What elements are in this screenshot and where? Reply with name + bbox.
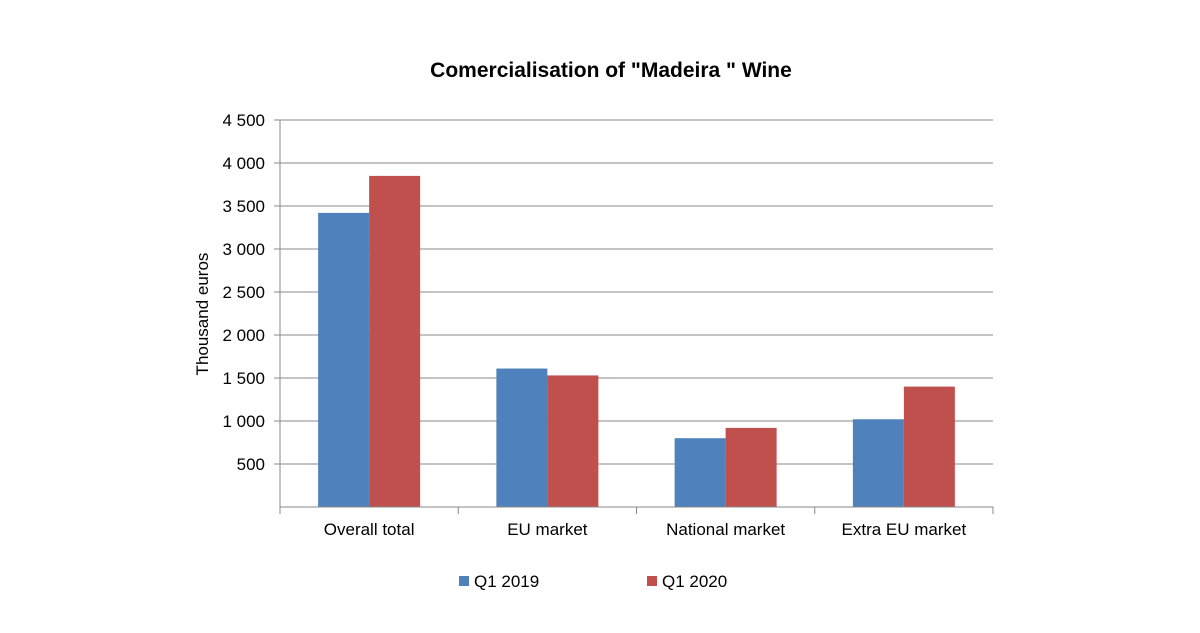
y-tick-label: 1 000 — [222, 412, 265, 431]
x-tick-label: Overall total — [324, 520, 415, 539]
y-tick-label: 2 000 — [222, 326, 265, 345]
legend-swatch — [647, 576, 657, 586]
x-tick-labels: Overall total EU market National market Ext… — [324, 520, 967, 539]
y-tick-label: 4 000 — [222, 154, 265, 173]
bar-q1-2019 — [496, 368, 548, 507]
y-tick-label: 3 500 — [222, 197, 265, 216]
bar-q1-2020 — [547, 375, 599, 507]
y-tick-label: 3 000 — [222, 240, 265, 259]
y-tick-label: 500 — [237, 455, 265, 474]
bar-q1-2019 — [852, 419, 904, 507]
legend-swatch — [459, 576, 469, 586]
x-tick-label: EU market — [507, 520, 588, 539]
bar-q1-2020 — [725, 427, 777, 507]
y-tick-label: 1 500 — [222, 369, 265, 388]
axes — [274, 119, 994, 514]
chart-title: Comercialisation of "Madeira " Wine — [430, 59, 792, 82]
bar-q1-2020 — [369, 175, 421, 507]
x-tick-label: Extra EU market — [842, 520, 967, 539]
bar-q1-2019 — [674, 438, 726, 507]
legend-label: Q1 2019 — [474, 572, 539, 591]
y-tick-label: 2 500 — [222, 283, 265, 302]
x-tick-label: National market — [666, 520, 785, 539]
y-tick-labels: 500 1 000 1 500 2 000 2 500 3 000 3 500 4 000 4 … — [222, 111, 265, 474]
bars — [318, 175, 955, 507]
y-axis-title: Thousand euros — [193, 253, 212, 376]
legend: Q1 2019 Q1 2020 — [459, 572, 727, 591]
bar-q1-2020 — [903, 386, 955, 507]
y-tick-label: 4 500 — [222, 111, 265, 130]
legend-label: Q1 2020 — [662, 572, 727, 591]
bar-q1-2019 — [318, 212, 370, 507]
